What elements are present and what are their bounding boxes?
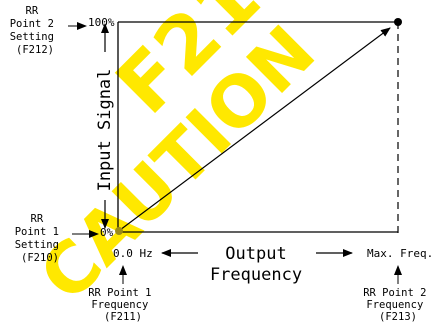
y-bottom-label: 0% [100, 226, 114, 239]
point1-setting-label: RR Point 1 Setting (F210) [15, 213, 66, 264]
point-1-marker [115, 227, 123, 235]
y-top-label: 100% [88, 16, 115, 29]
point2-setting-label: RR Point 2 Setting (F212) [10, 5, 61, 56]
y-axis-title: Input Signal [95, 69, 115, 192]
point1-frequency-label: RR Point 1 Frequency (F211) [88, 287, 158, 322]
point-2-marker [394, 18, 402, 26]
characteristic-line [119, 27, 391, 231]
point2-frequency-label: RR Point 2 Frequency (F213) [363, 287, 433, 322]
x-axis-title-line2: Frequency [210, 265, 302, 285]
x-right-label: Max. Freq. [367, 247, 433, 260]
x-axis-title-line1: Output [225, 244, 286, 264]
x-left-label: 0.0 Hz [113, 247, 153, 260]
